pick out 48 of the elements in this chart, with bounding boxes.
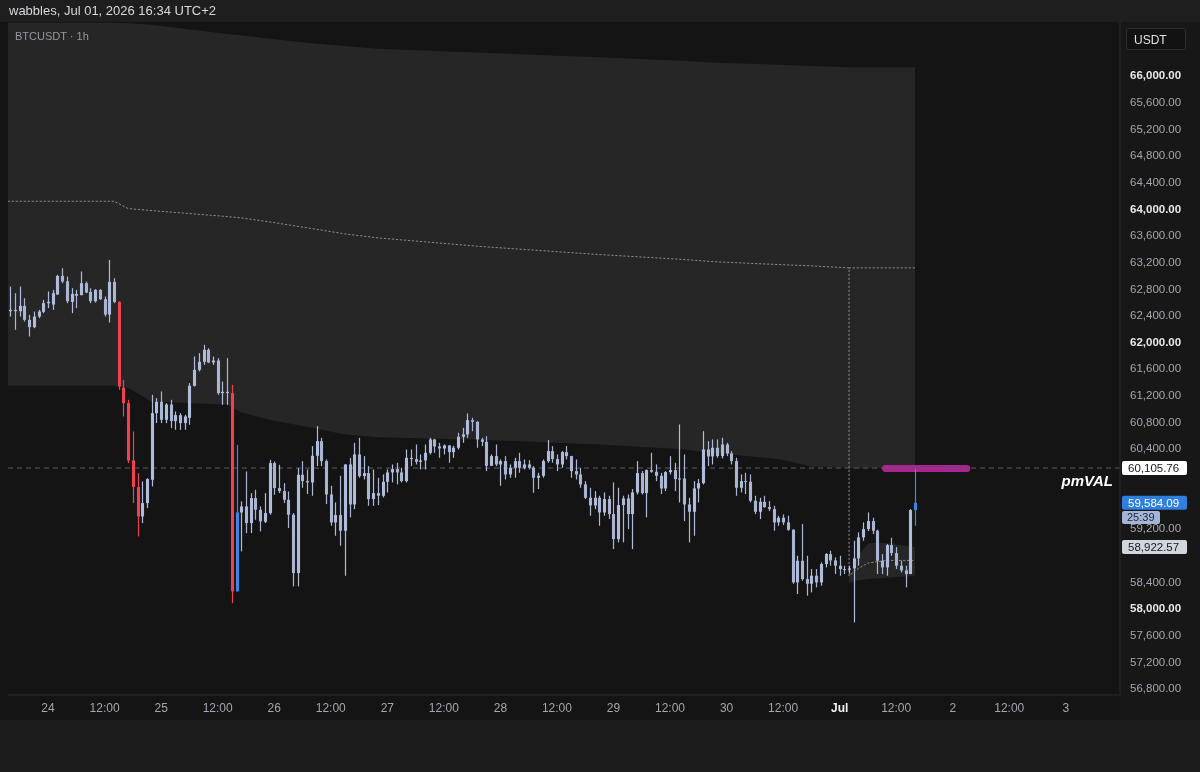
- x-tick-label: 12:00: [541, 701, 573, 715]
- chart-title: wabbles, Jul 01, 2026 16:34 UTC+2: [9, 3, 217, 18]
- x-tick-label: 30: [719, 701, 734, 715]
- y-tick-label: 60,800.00: [1130, 415, 1182, 428]
- y-tick-label: 61,200.00: [1130, 389, 1182, 402]
- x-tick-label: 12:00: [202, 701, 234, 715]
- x-tick-label: 12:00: [655, 701, 686, 715]
- y-tick-label: 57,600.00: [1130, 629, 1182, 642]
- x-tick-label: 12:00: [994, 701, 1025, 715]
- y-tick-label: 64,800.00: [1130, 149, 1182, 162]
- x-tick-label: 3: [1062, 701, 1070, 715]
- text: 25:39: [1122, 510, 1160, 524]
- y-tick-label: 56,800.00: [1130, 682, 1182, 695]
- x-tick-label: Jul: [830, 701, 849, 715]
- y-tick-label: 61,600.00: [1130, 362, 1182, 375]
- y-tick-label: 63,600.00: [1130, 229, 1182, 242]
- x-tick-label: 28: [493, 701, 508, 715]
- y-tick-label: 60,105.76: [1128, 462, 1180, 475]
- y-tick-label: 57,200.00: [1130, 655, 1182, 668]
- y-tick-label: 63,200.00: [1130, 255, 1182, 268]
- x-tick-label: 24: [41, 701, 56, 715]
- x-tick-label: 12:00: [881, 701, 912, 715]
- x-tick-label: 12:00: [428, 701, 460, 715]
- text: BTCUSDT · 1h: [15, 30, 89, 42]
- y-tick-label: 58,922.57: [1128, 540, 1180, 553]
- y-tick-label: 62,800.00: [1130, 282, 1182, 295]
- y-tick-label: 62,400.00: [1130, 309, 1182, 322]
- y-axis-title: USDT: [1126, 28, 1186, 50]
- x-tick-label: 12:00: [315, 701, 347, 715]
- y-tick-label: 65,600.00: [1130, 95, 1182, 108]
- y-tick-label: 64,400.00: [1130, 175, 1182, 188]
- x-tick-label: 25: [154, 701, 169, 715]
- y-tick-label: 64,000.00: [1130, 202, 1182, 215]
- x-tick-label: 12:00: [89, 701, 120, 715]
- y-tick-label: 62,000.00: [1130, 335, 1182, 348]
- y-tick-label: 65,200.00: [1130, 122, 1182, 135]
- x-tick-label: 29: [606, 701, 621, 715]
- x-tick-label: 2: [949, 701, 957, 715]
- y-tick-label: 59,200.00: [1130, 522, 1182, 535]
- x-tick-label: 12:00: [768, 701, 799, 715]
- y-tick-label: 58,400.00: [1130, 575, 1182, 588]
- y-tick-label: 60,400.00: [1130, 442, 1182, 455]
- x-tick-label: 27: [380, 701, 395, 715]
- y-tick-label: 59,584.09: [1128, 496, 1180, 509]
- ref-line-label: pmVAL: [1061, 472, 1113, 490]
- y-tick-label: 66,000.00: [1130, 69, 1182, 82]
- y-tick-label: 58,000.00: [1130, 602, 1182, 615]
- x-tick-label: 26: [267, 701, 282, 715]
